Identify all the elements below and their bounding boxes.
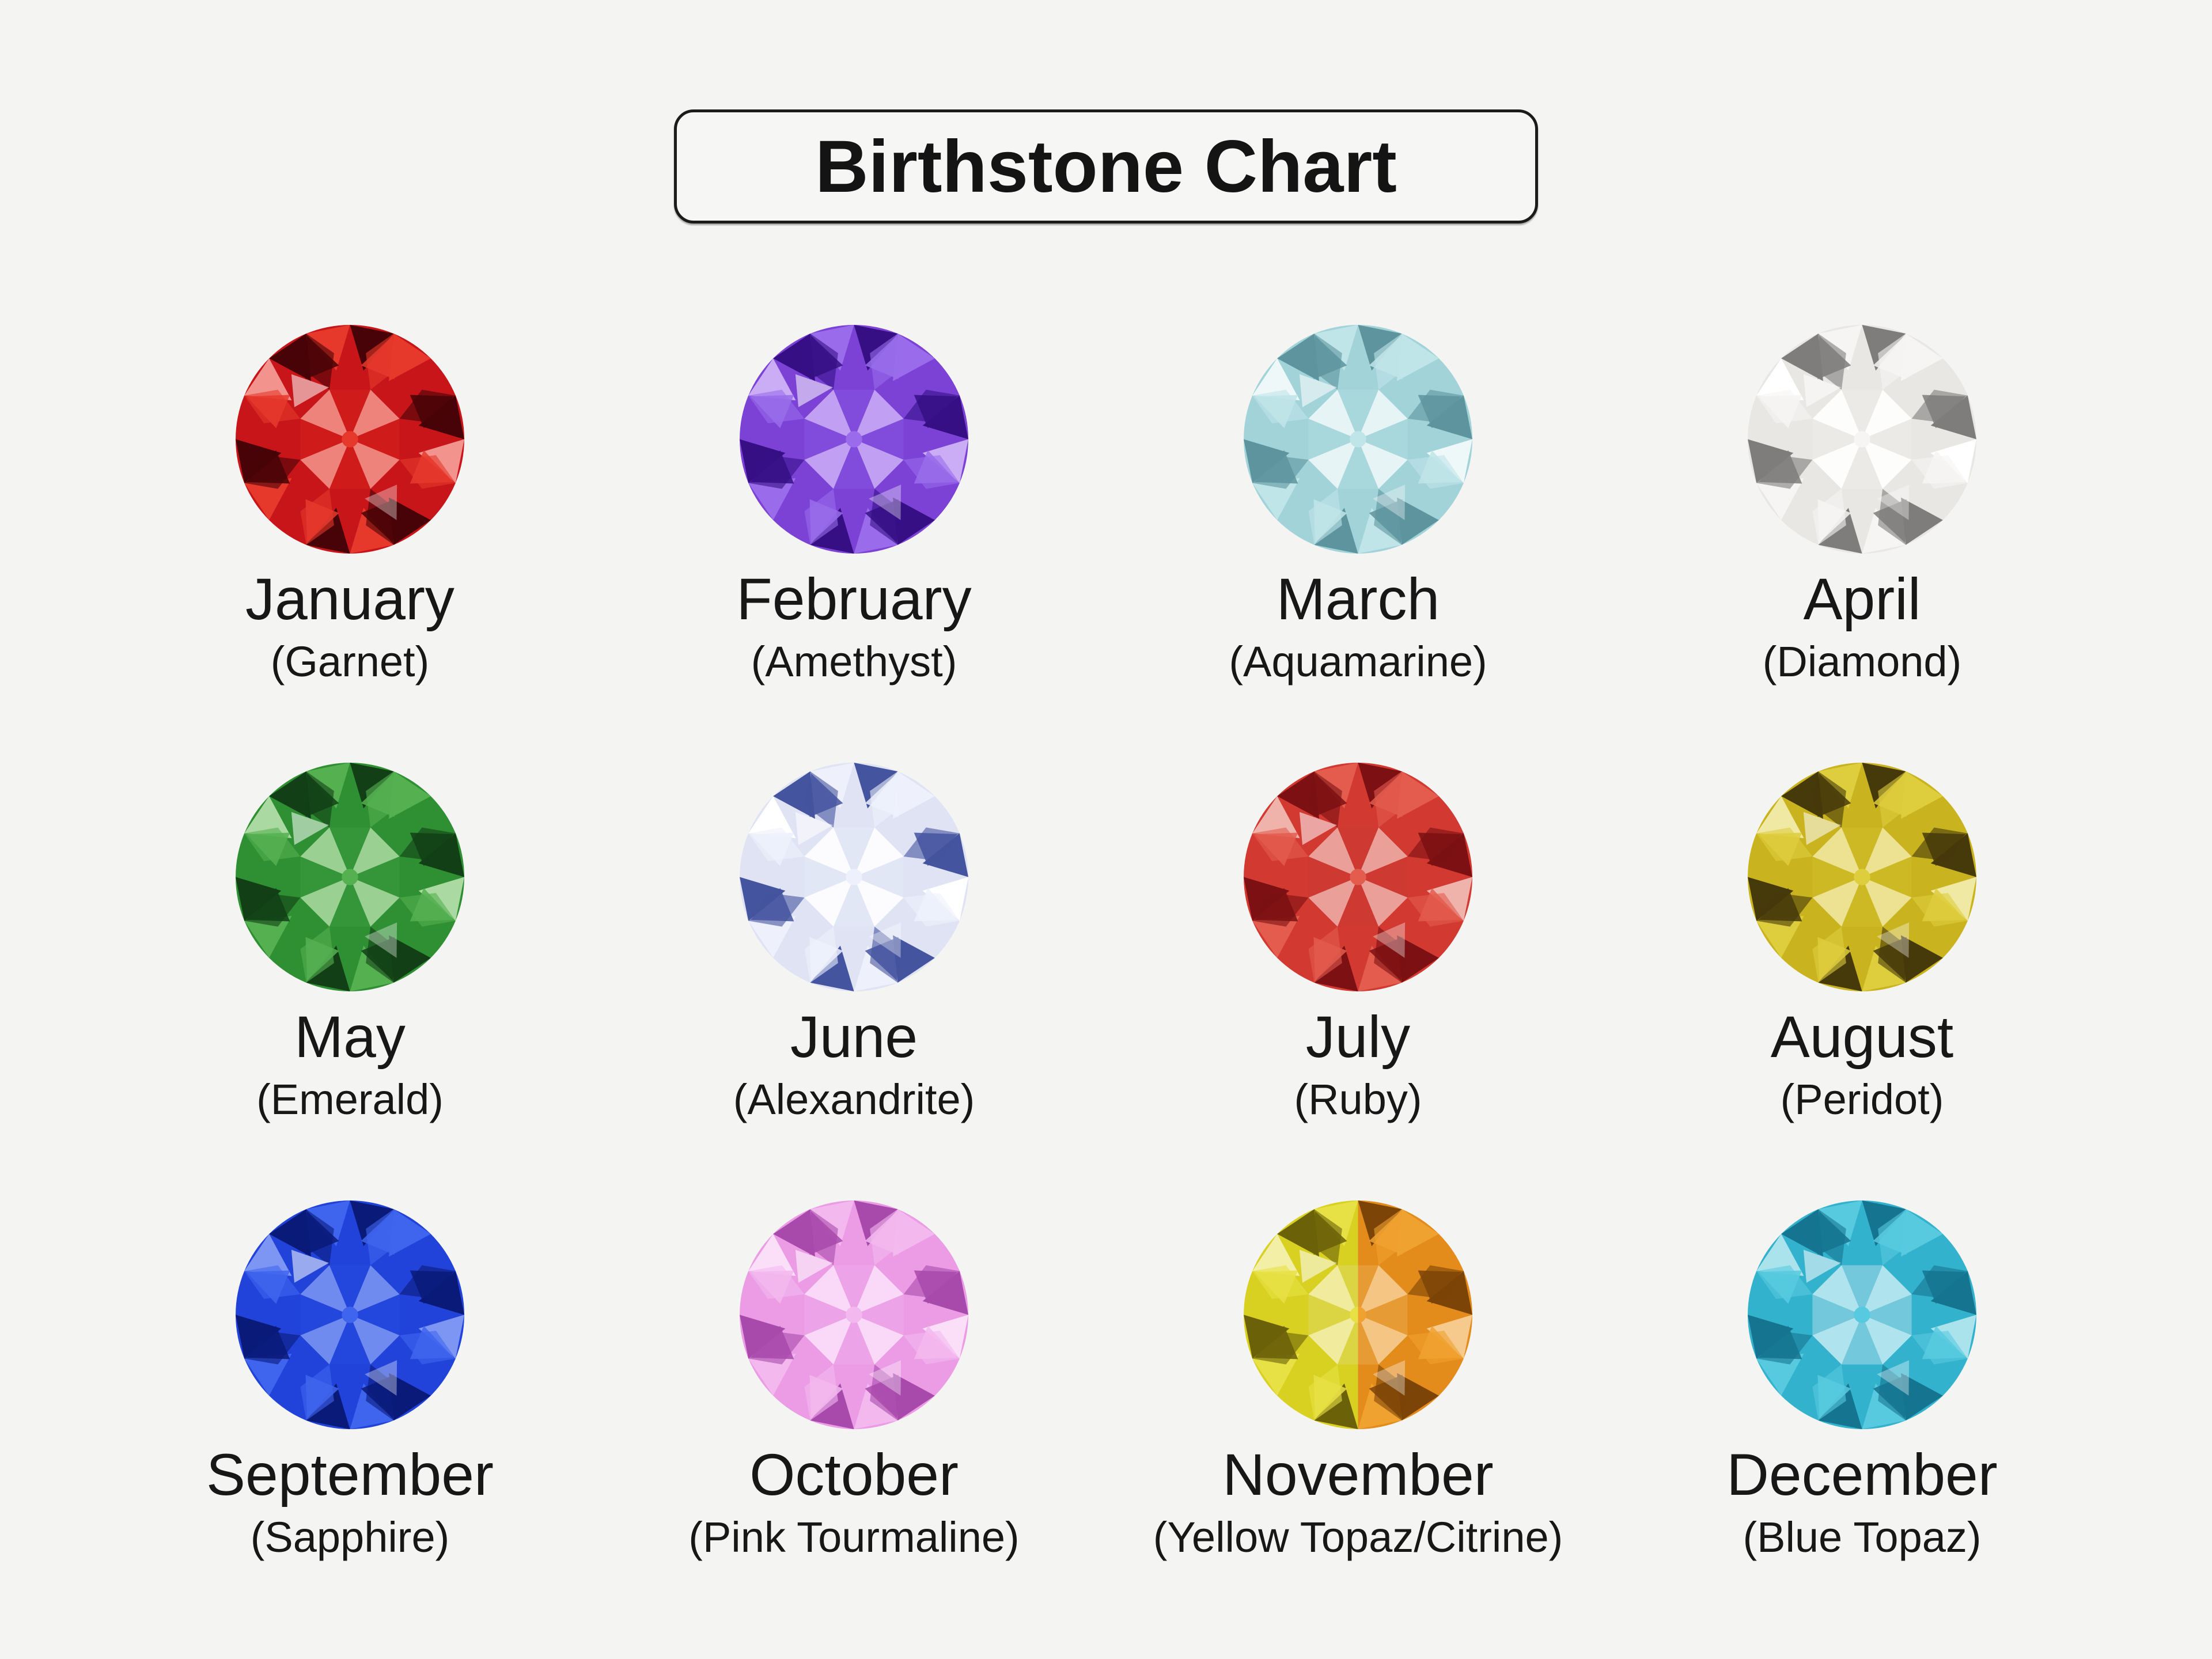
birthstone-cell: February (Amethyst)	[602, 323, 1106, 688]
month-label: November	[1222, 1442, 1494, 1508]
birthstone-caption: October (Pink Tourmaline)	[688, 1431, 1019, 1564]
birthstone-cell: August (Peridot)	[1610, 760, 2114, 1126]
stone-label: (Diamond)	[1762, 638, 1962, 685]
stone-label: (Amethyst)	[751, 638, 957, 685]
sapphire-gem-icon	[233, 1198, 467, 1431]
month-label: September	[206, 1442, 494, 1508]
stone-label: (Sapphire)	[250, 1513, 450, 1561]
page-title: Birthstone Chart	[815, 125, 1397, 208]
birthstone-caption: January (Garnet)	[245, 556, 454, 688]
month-label: May	[294, 1004, 406, 1070]
garnet-gem-icon	[233, 323, 467, 556]
month-label: March	[1276, 566, 1440, 632]
birthstone-caption: April (Diamond)	[1763, 556, 1961, 688]
birthstone-cell: July (Ruby)	[1106, 760, 1610, 1126]
birthstone-cell: May (Emerald)	[98, 760, 602, 1126]
stone-label: (Aquamarine)	[1229, 638, 1487, 685]
stone-label: (Pink Tourmaline)	[688, 1513, 1020, 1561]
month-label: August	[1770, 1004, 1954, 1070]
diamond-gem-icon	[1745, 323, 1979, 556]
birthstone-cell: November (Yellow Topaz/Citrine)	[1106, 1198, 1610, 1564]
aquamarine-gem-icon	[1241, 323, 1475, 556]
birthstone-cell: April (Diamond)	[1610, 323, 2114, 688]
emerald-gem-icon	[233, 760, 467, 994]
month-label: October	[749, 1442, 959, 1508]
birthstone-caption: September (Sapphire)	[206, 1431, 494, 1564]
birthstone-caption: February (Amethyst)	[736, 556, 971, 688]
peridot-gem-icon	[1745, 760, 1979, 994]
birthstone-cell: January (Garnet)	[98, 323, 602, 688]
birthstone-cell: September (Sapphire)	[98, 1198, 602, 1564]
month-label: January	[245, 566, 454, 632]
amethyst-gem-icon	[737, 323, 971, 556]
birthstone-cell: June (Alexandrite)	[602, 760, 1106, 1126]
birthstone-caption: March (Aquamarine)	[1229, 556, 1487, 688]
stone-label: (Blue Topaz)	[1743, 1513, 1982, 1561]
stone-label: (Garnet)	[270, 638, 430, 685]
ruby-gem-icon	[1241, 760, 1475, 994]
birthstone-caption: December (Blue Topaz)	[1726, 1431, 1998, 1564]
birthstone-cell: March (Aquamarine)	[1106, 323, 1610, 688]
title-box: Birthstone Chart	[674, 109, 1538, 224]
birthstone-caption: June (Alexandrite)	[733, 994, 975, 1126]
month-label: June	[790, 1004, 918, 1070]
gem-grid: January (Garnet) February (Amethyst) March (A…	[98, 323, 2114, 1564]
month-label: July	[1305, 1004, 1411, 1070]
birthstone-cell: December (Blue Topaz)	[1610, 1198, 2114, 1564]
birthstone-caption: November (Yellow Topaz/Citrine)	[1153, 1431, 1563, 1564]
blue-topaz-gem-icon	[1745, 1198, 1979, 1431]
stone-label: (Ruby)	[1294, 1075, 1422, 1123]
birthstone-caption: July (Ruby)	[1294, 994, 1422, 1126]
month-label: December	[1726, 1442, 1998, 1508]
pink-tourmaline-gem-icon	[737, 1198, 971, 1431]
stone-label: (Alexandrite)	[733, 1075, 975, 1123]
month-label: April	[1803, 566, 1921, 632]
alexandrite-gem-icon	[737, 760, 971, 994]
yellow-topaz-citrine-gem-icon	[1241, 1198, 1475, 1431]
stone-label: (Peridot)	[1780, 1075, 1944, 1123]
stone-label: (Yellow Topaz/Citrine)	[1153, 1513, 1563, 1561]
stone-label: (Emerald)	[256, 1075, 444, 1123]
birthstone-cell: October (Pink Tourmaline)	[602, 1198, 1106, 1564]
birthstone-caption: August (Peridot)	[1771, 994, 1954, 1126]
birthstone-caption: May (Emerald)	[256, 994, 444, 1126]
month-label: February	[736, 566, 972, 632]
